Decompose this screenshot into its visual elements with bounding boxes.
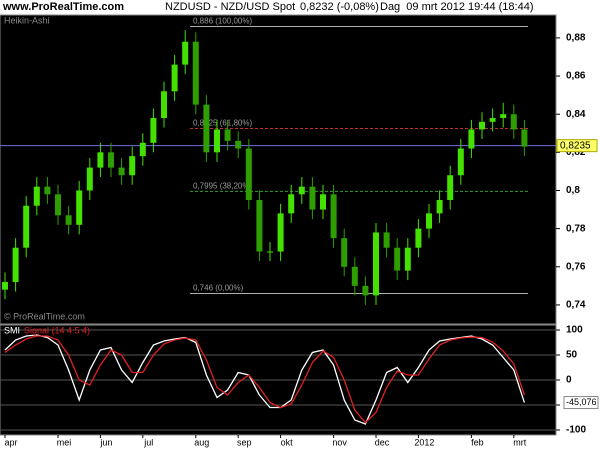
candle-body [277,213,284,252]
candle-body [203,104,210,153]
current-label: 0,8235 [560,140,591,151]
candle-body [510,114,517,130]
level-label: 0,886 (100,00%) [193,17,252,26]
candle-body [489,118,496,122]
y-tick-label: 0,76 [566,261,586,272]
candle-body [447,175,454,201]
x-tick-label: 2012 [414,437,434,447]
x-tick-label: sep [237,437,252,447]
candle-body [320,194,326,210]
candle-body [298,186,305,195]
x-tick-label: feb [471,437,484,447]
site: www.ProRealTime.com [2,1,124,13]
legend-entry: Signal (14 4 5 4) [24,325,90,335]
candle-body [118,167,125,176]
y-tick-label: 0,82 [566,147,586,158]
main-panel [0,14,557,325]
candle-body [214,129,220,153]
candle-body [426,213,432,229]
y-tick-label: 0,86 [566,71,586,82]
candle-body [479,121,485,130]
candle-body [341,238,348,267]
chart-label: Heikin-Ashi [4,15,50,25]
candle-body [468,129,475,149]
current-label: -45,076 [566,397,597,407]
candle-body [150,118,157,143]
x-tick-label: apr [4,437,17,447]
candle-body [330,194,337,239]
candle-body [76,190,83,225]
x-tick-label: jun [99,437,112,447]
quote: 0,8232 (-0,08%) [300,1,379,13]
level-label: 0,8325 (61,80%) [193,119,252,128]
series-line [4,334,526,425]
candle-body [192,41,199,105]
candle-body [12,247,19,283]
candle-body [373,232,379,296]
x-tick-label: okt [281,437,294,447]
candle-body [171,64,178,92]
candle-body [436,200,443,214]
current-box [563,396,599,410]
candle-body [224,129,231,141]
candle-body [108,152,114,168]
y-tick-label: 100 [566,325,583,336]
candle-body [383,232,390,248]
y-tick-label: 50 [566,350,578,361]
legend-entry: SMI [4,325,20,335]
candle-body [86,167,93,191]
y-tick-label: 0,88 [566,33,586,44]
candle-body [33,186,40,206]
x-tick-label: nov [332,437,347,447]
candle-body [256,200,263,252]
candle-body [44,186,51,195]
candle-body [309,186,316,210]
candle-body [404,247,411,271]
candle-body [521,129,528,147]
candle-body [97,152,104,168]
period: Dag 09 mrt 2012 19:44 (18:44) [380,1,533,13]
current-box [556,139,598,153]
level-label: 0,746 (0,00%) [193,284,244,293]
candle-body [235,140,242,149]
candle-body [267,251,273,253]
candle-body [394,247,401,271]
candle-body [161,91,167,118]
y-tick-label: 0 [566,375,572,386]
y-tick-label: 0,8 [566,185,580,196]
title: NZDUSD - NZD/USD Spot [165,1,295,13]
candle-body [55,194,61,216]
candle-body [362,285,369,296]
candle-body [23,205,30,248]
y-tick-label: 0,78 [566,223,586,234]
candle-body [288,194,295,214]
candle-body [2,282,8,290]
x-tick-label: dec [375,437,390,447]
level-label: 0,7995 (38,20%) [193,182,252,191]
x-tick-label: mei [57,437,72,447]
candle-body [65,215,72,225]
y-tick-label: -100 [566,425,586,436]
candle-body [415,228,422,248]
y-tick-label: 0,84 [566,109,586,120]
candle-body [457,148,464,176]
y-tick-label: 0,74 [566,300,586,311]
candle-body [129,156,136,176]
x-tick-label: jul [143,437,153,447]
candle-body [139,142,146,157]
series-line [4,335,526,424]
credit: © ProRealTime.com [4,311,85,321]
candle-body [245,148,252,201]
candle-body [500,114,507,118]
x-tick-label: aug [194,437,209,447]
candle-body [351,266,358,286]
candle-body [182,41,189,65]
x-tick-label: mrt [513,437,526,447]
